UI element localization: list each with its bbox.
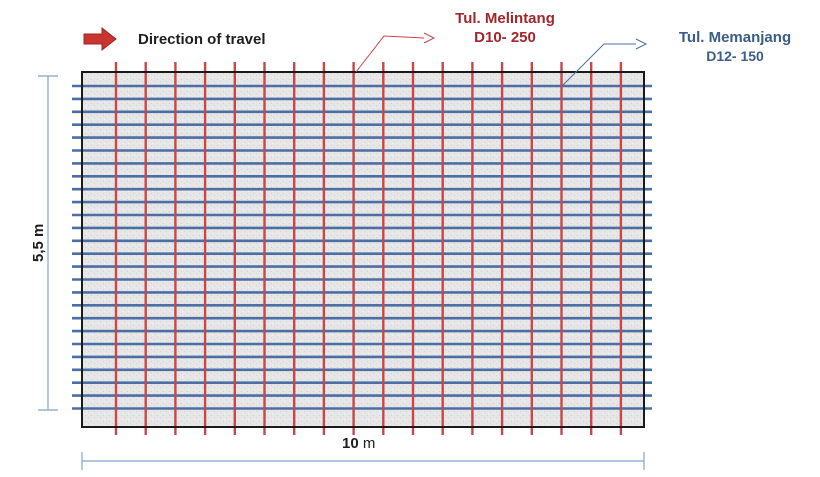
longitudinal-rebar-name: Tul. Memanjang (678, 29, 792, 46)
width-dimension (81, 452, 645, 470)
transverse-rebar-spec: D10- 250 (474, 29, 536, 46)
longitudinal-rebar-label: Tul. Memanjang D12- 150 (660, 28, 810, 66)
transverse-rebar-label: Tul. Melintang D10- 250 (440, 9, 570, 47)
width-unit: m (358, 435, 376, 452)
slab-border (81, 71, 645, 428)
longitudinal-leader-arrowhead (635, 38, 648, 50)
transverse-leader-line (355, 35, 425, 73)
transverse-bars (114, 62, 623, 435)
width-value: 10 (342, 435, 359, 452)
longitudinal-leader-line (561, 43, 636, 87)
direction-of-travel-label: Direction of travel (138, 31, 266, 48)
longitudinal-rebar-spec: D12- 150 (706, 48, 764, 64)
height-dimension (38, 75, 58, 411)
transverse-rebar-name: Tul. Melintang (455, 10, 555, 27)
height-dimension-label: 5,5 m (30, 223, 47, 262)
transverse-leader-arrowhead (423, 32, 436, 44)
width-dimension-label: 10 m (342, 435, 375, 452)
right-arrow-icon (83, 26, 117, 52)
longitudinal-bars (72, 84, 652, 410)
